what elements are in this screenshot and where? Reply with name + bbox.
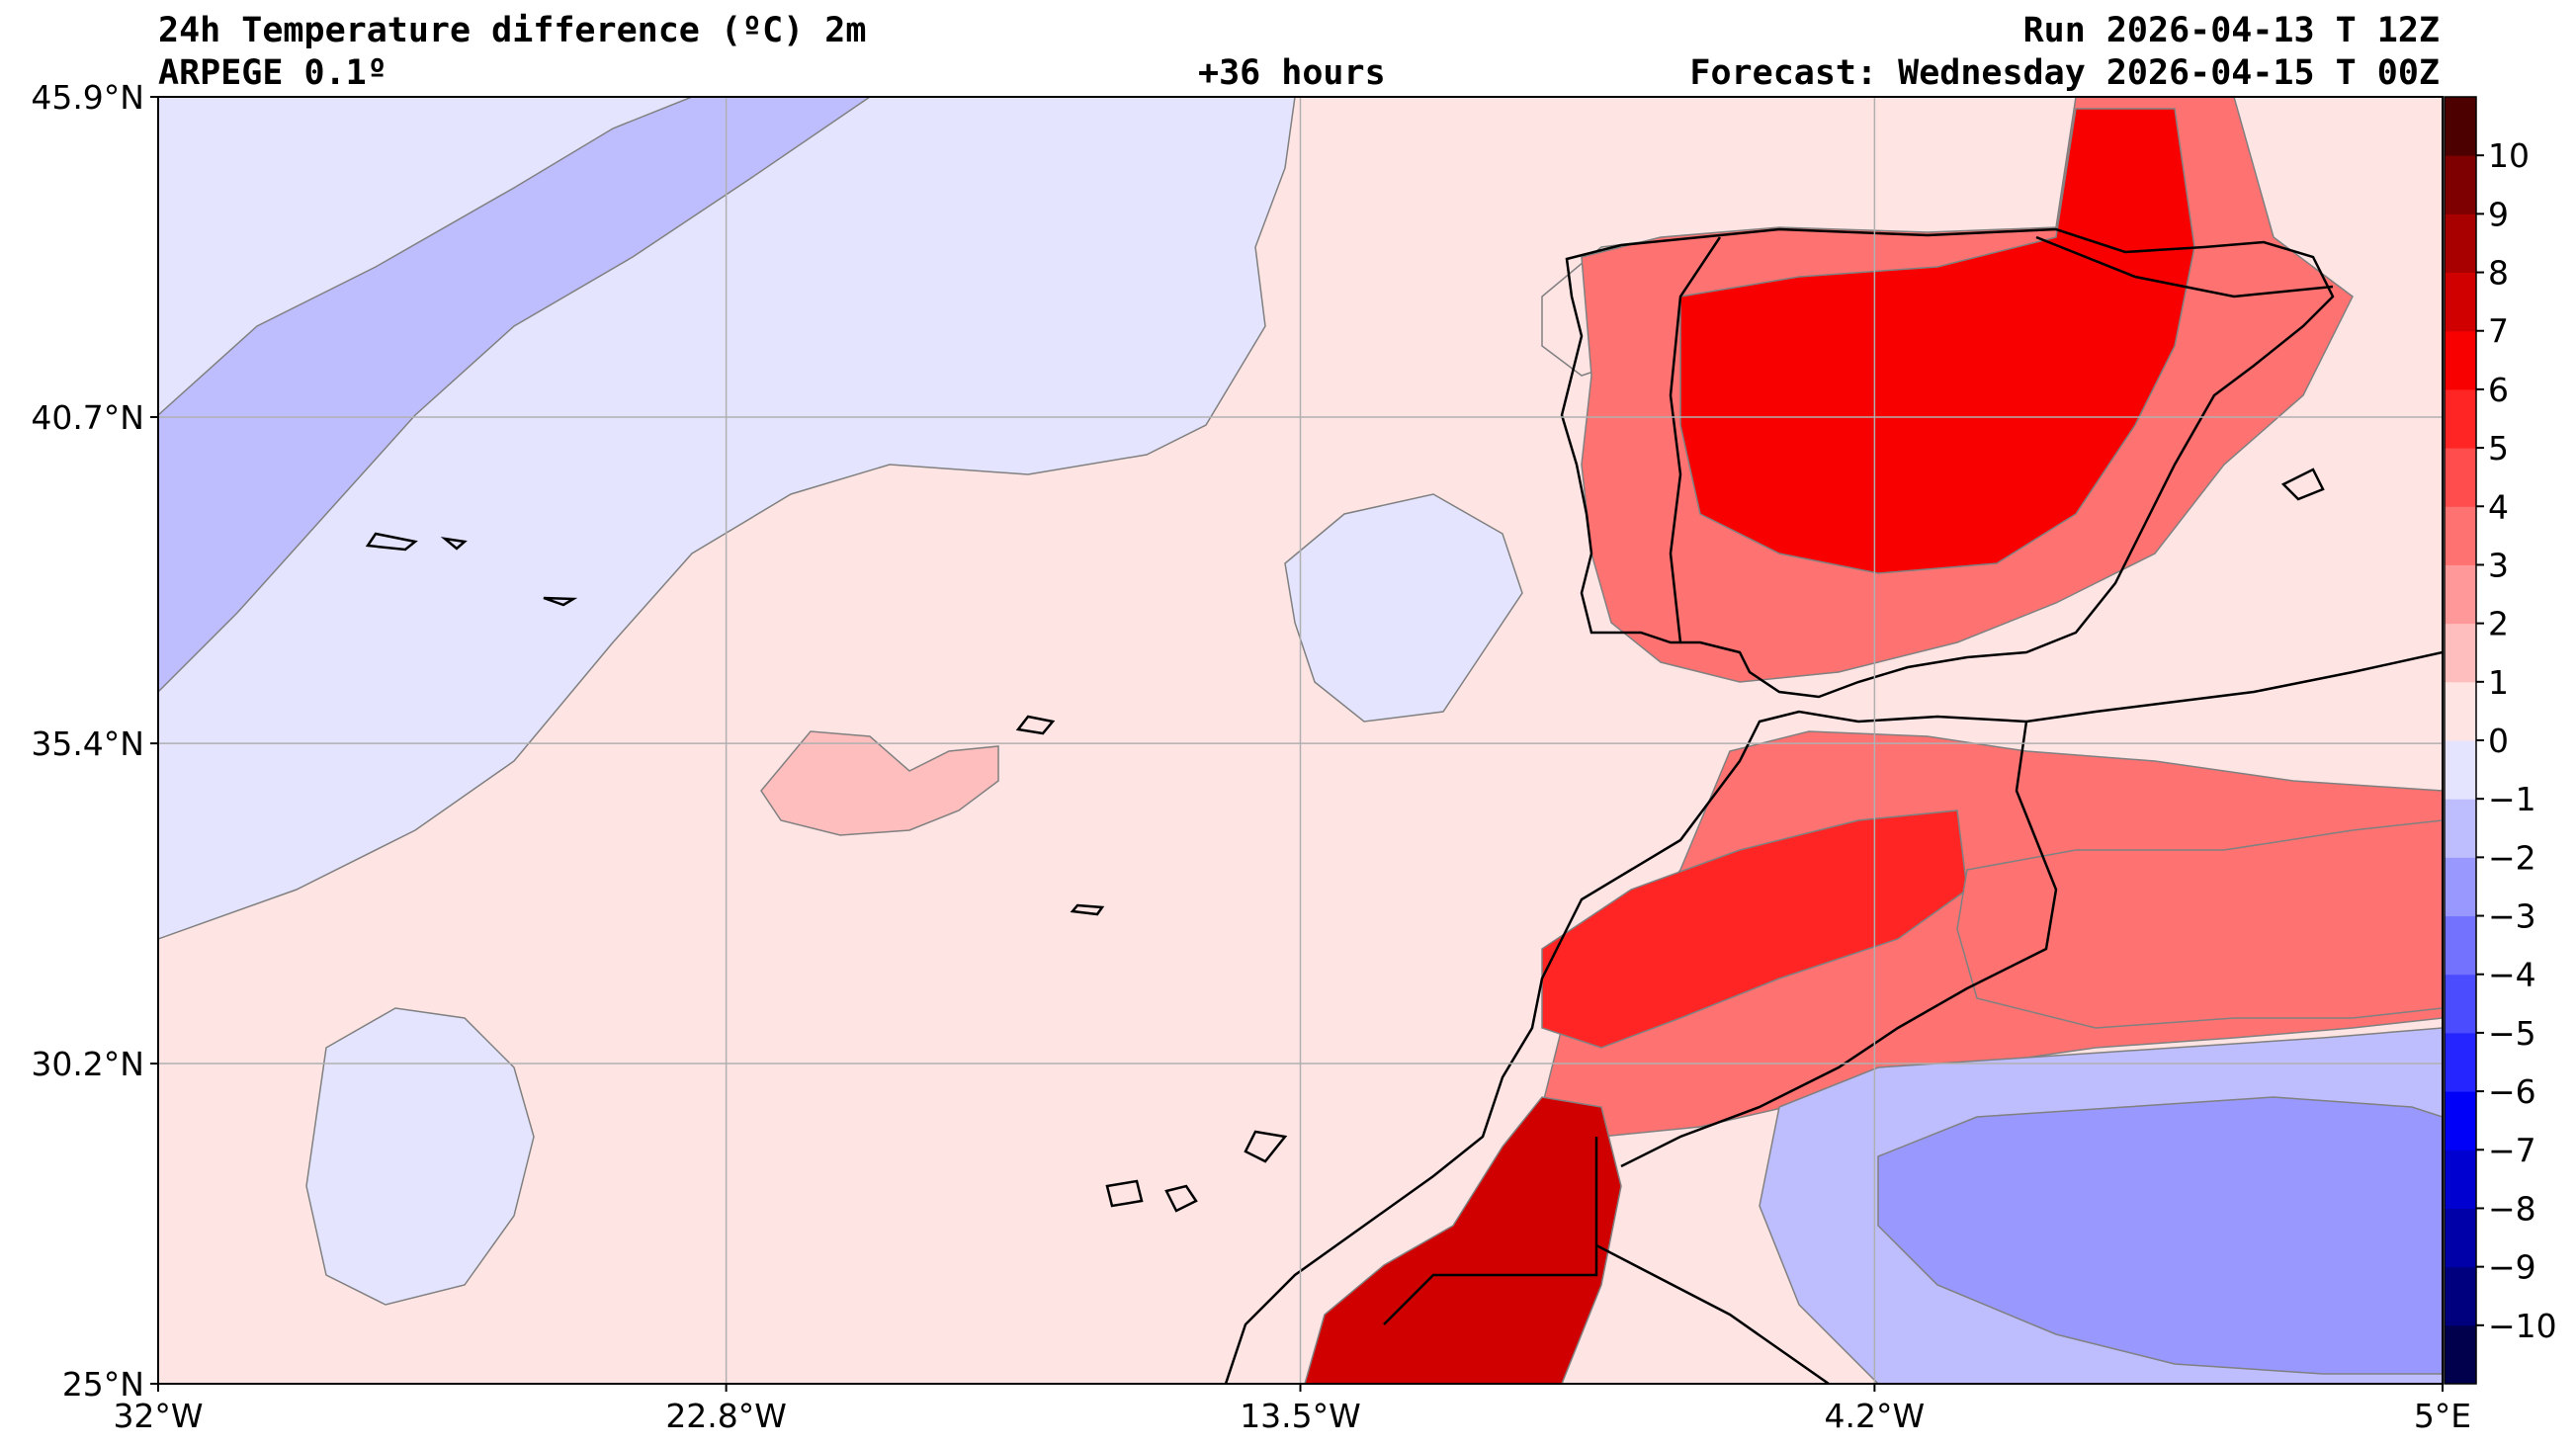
y-tick-label: 25°N <box>62 1365 144 1404</box>
colorbar-bin <box>2445 213 2476 274</box>
colorbar-bin <box>2445 681 2476 741</box>
azores <box>365 532 578 607</box>
colorbar-tick-label: −6 <box>2488 1072 2536 1111</box>
run-time-label: Run 2026-04-13 T 12Z <box>2022 11 2440 50</box>
iberia-coastline <box>1560 227 2335 699</box>
colorbar-bin <box>2445 272 2476 332</box>
colorbar-bin <box>2445 97 2476 156</box>
lead-time-label: +36 hours <box>1198 53 1386 93</box>
colorbar-tick-label: 9 <box>2488 195 2509 233</box>
colorbar-bin <box>2445 564 2476 625</box>
colorbar-tick-label: −10 <box>2488 1307 2557 1345</box>
colorbar-bin <box>2445 155 2476 214</box>
colorbar-bin <box>2445 1032 2476 1092</box>
x-tick-label: 32°W <box>113 1397 203 1435</box>
colorbar-bin <box>2445 1266 2476 1326</box>
colorbar-tick-label: −4 <box>2488 956 2536 994</box>
colorbar-bin <box>2445 857 2476 917</box>
western-sahara-border <box>1383 1137 1598 1325</box>
x-axis: 32°W 22.8°W 13.5°W 4.2°W 5°E <box>113 1384 2471 1435</box>
algeria-desert-north <box>1956 819 2443 1029</box>
colorbar-tick-label: 0 <box>2488 722 2509 760</box>
colorbar-tick-label: 7 <box>2488 312 2509 351</box>
colorbar-tick-label: 2 <box>2488 605 2509 643</box>
colorbar-tick-label: −9 <box>2488 1248 2536 1287</box>
y-axis: 45.9°N 40.7°N 35.4°N 30.2°N 25°N <box>31 78 158 1404</box>
colorbar-tick-label: 8 <box>2488 254 2509 293</box>
sahara-cooling-core <box>1877 1096 2443 1375</box>
ocean-west-cool-band <box>305 1007 535 1306</box>
y-tick-label: 30.2°N <box>31 1045 144 1083</box>
x-tick-label: 5°E <box>2414 1397 2471 1435</box>
x-tick-label: 4.2°W <box>1825 1397 1926 1435</box>
colorbar-tick-label: −3 <box>2488 897 2536 936</box>
atlas-coast <box>1541 809 1968 1049</box>
colorbar-bin <box>2445 1091 2476 1150</box>
colorbar-tick-label: 10 <box>2488 136 2530 175</box>
western-sahara-coast <box>1304 1096 1622 1384</box>
colorbar-tick-label: 6 <box>2488 371 2509 409</box>
portugal-spain-border <box>1669 236 1722 643</box>
colorbar-bin <box>2445 506 2476 565</box>
colorbar-bin <box>2445 448 2476 507</box>
ocean-west-cooler-band <box>158 97 872 694</box>
colorbar-tick-label: −8 <box>2488 1189 2536 1228</box>
colorbar-bin <box>2445 1324 2476 1385</box>
y-tick-label: 45.9°N <box>31 78 144 117</box>
colorbar-tick-label: 4 <box>2488 487 2509 526</box>
colorbar-bin <box>2445 974 2476 1034</box>
x-tick-label: 22.8°W <box>665 1397 787 1435</box>
colorbar-tick-label: −5 <box>2488 1014 2536 1053</box>
colorbar-bin <box>2445 740 2476 800</box>
y-tick-label: 35.4°N <box>31 724 144 763</box>
ocean-west-cool-band <box>1284 493 1523 723</box>
iberia-core <box>1679 108 2195 574</box>
colorbar-bin <box>2445 1208 2476 1268</box>
colorbar-tick-label: −2 <box>2488 838 2536 877</box>
coastlines <box>365 227 2443 1384</box>
canary-islands <box>1015 715 1288 1213</box>
colorbar-bin <box>2445 330 2476 390</box>
colorbar-tick-label: −7 <box>2488 1131 2536 1169</box>
morocco-algeria-border <box>1620 721 2058 1168</box>
colorbar-tick-label: 3 <box>2488 546 2509 584</box>
colorbar-bin <box>2445 799 2476 858</box>
colorbar-tick-label: 1 <box>2488 663 2509 702</box>
mallorca <box>2280 468 2325 501</box>
africa-coastline <box>1224 650 2443 1384</box>
colorbar-bin <box>2445 388 2476 449</box>
colorbar-tick-label: −1 <box>2488 780 2536 818</box>
gridlines <box>158 97 2443 1384</box>
chart-title: 24h Temperature difference (ºC) 2m <box>158 11 867 50</box>
spain-france-border <box>2035 235 2334 298</box>
colorbar-bin <box>2445 915 2476 976</box>
forecast-time-label: Forecast: Wednesday 2026-04-15 T 00Z <box>1689 53 2440 93</box>
y-tick-label: 40.7°N <box>31 398 144 437</box>
x-tick-label: 13.5°W <box>1240 1397 1361 1435</box>
colorbar-bin <box>2445 623 2476 683</box>
madeira <box>1070 903 1105 916</box>
ocean-warm-patch <box>760 730 999 836</box>
mauritania-border <box>1595 1243 1830 1384</box>
colorbar-tick-label: 5 <box>2488 429 2509 468</box>
model-label: ARPEGE 0.1º <box>158 53 387 93</box>
colorbar-bin <box>2445 1150 2476 1209</box>
